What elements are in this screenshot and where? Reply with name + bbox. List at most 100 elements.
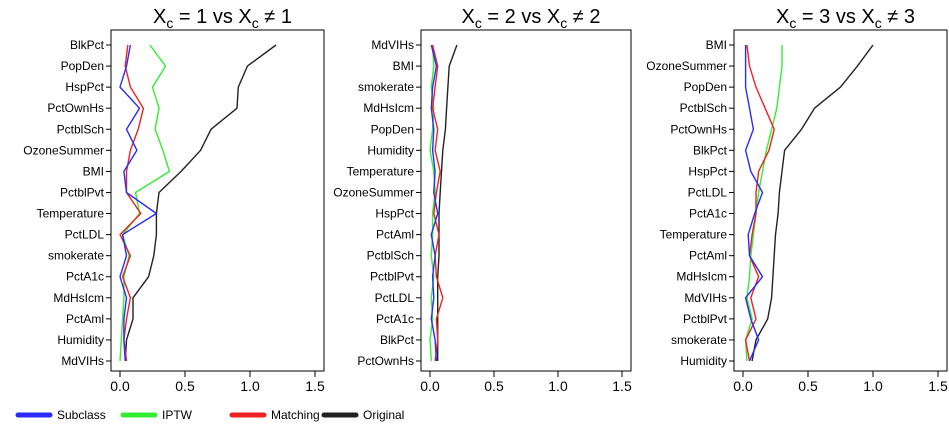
series-line-original — [437, 44, 458, 361]
y-tick-label-mdhsicm: MdHsIcm — [676, 270, 727, 284]
y-tick-label-pctblsch: PctblSch — [367, 249, 414, 263]
y-tick-label-hsppct: HspPct — [65, 80, 104, 94]
y-tick-label-mdvihs: MdVIHs — [371, 38, 414, 52]
title-subscript: c — [875, 15, 882, 31]
y-tick-label-smokerate: smokerate — [48, 249, 104, 263]
y-tick-label-mdvihs: MdVIHs — [684, 291, 727, 305]
y-tick-label-popden: PopDen — [61, 59, 104, 73]
y-tick-label-pctldl: PctLDL — [65, 228, 105, 242]
x-tick-label: 0.5 — [798, 378, 818, 394]
legend-item-matching: Matching — [229, 408, 320, 422]
y-tick-label-pctaml: PctAml — [66, 312, 104, 326]
title-subscript: c — [166, 15, 173, 31]
y-tick-label-blkpct: BlkPct — [693, 143, 728, 157]
legend-item-subclass: Subclass — [15, 408, 106, 422]
legend: Subclass IPTW Matching Original — [15, 408, 404, 422]
panel-2: Xc = 2 vs Xc ≠ 2 MdVIHs BMI smokerate MdHsIc… — [333, 6, 632, 394]
y-tick-label-pctblpvt: PctblPvt — [683, 312, 728, 326]
y-tick-label-humidity: Humidity — [57, 333, 104, 347]
x-tick-label: 1.5 — [305, 378, 325, 394]
legend-label-matching: Matching — [271, 408, 320, 422]
y-tick-label-pcta1c: PctA1c — [66, 270, 104, 284]
y-tick-label-pcta1c: PctA1c — [689, 207, 727, 221]
title-part: X — [776, 6, 789, 28]
title-part: X — [153, 6, 166, 28]
title-subscript: c — [560, 15, 567, 31]
y-tick-label-temperature: Temperature — [347, 164, 415, 178]
y-tick-label-humidity: Humidity — [367, 143, 414, 157]
y-tick-label-mdhsicm: MdHsIcm — [53, 291, 104, 305]
legend-item-original: Original — [321, 408, 404, 422]
x-tick-label: 0.0 — [110, 378, 130, 394]
y-tick-label-ozonesummer: OzoneSummer — [646, 59, 727, 73]
title-subscript: c — [789, 15, 796, 31]
series-line-subclass — [430, 44, 439, 362]
title-part: ≠ 1 — [259, 6, 292, 28]
legend-item-iptw: IPTW — [120, 408, 193, 422]
y-tick-label-pctaml: PctAml — [376, 228, 414, 242]
y-tick-label-popden: PopDen — [684, 80, 727, 94]
plot-frame — [733, 29, 948, 372]
y-tick-label-pctownhs: PctOwnHs — [47, 101, 104, 115]
y-tick-label-temperature: Temperature — [37, 207, 105, 221]
x-tick-label: 1.0 — [240, 378, 260, 394]
x-tick-label: 0.5 — [175, 378, 195, 394]
y-tick-label-humidity: Humidity — [680, 354, 727, 368]
series-line-subclass — [119, 44, 158, 362]
y-tick-label-smokerate: smokerate — [358, 80, 414, 94]
y-tick-label-bmi: BMI — [393, 59, 414, 73]
title-part: X — [861, 6, 874, 28]
x-tick-label: 1.5 — [928, 378, 948, 394]
panel-1: Xc = 1 vs Xc ≠ 1 BlkPct PopDen HspPct PctOwn… — [23, 6, 325, 394]
y-tick-label-pctaml: PctAml — [689, 249, 727, 263]
panel-title: Xc = 1 vs Xc ≠ 1 — [153, 6, 292, 31]
series-line-matching — [119, 44, 145, 362]
y-tick-label-blkpct: BlkPct — [380, 333, 415, 347]
title-part: X — [238, 6, 251, 28]
y-tick-label-bmi: BMI — [706, 38, 727, 52]
panel-title: Xc = 2 vs Xc ≠ 2 — [462, 6, 601, 31]
title-part: = 1 vs — [173, 6, 238, 28]
y-tick-label-popden: PopDen — [371, 122, 414, 136]
series-line-iptw — [119, 44, 171, 362]
y-tick-label-pctblsch: PctblSch — [57, 122, 104, 136]
series-line-matching — [744, 44, 775, 362]
panels: Xc = 1 vs Xc ≠ 1 BlkPct PopDen HspPct PctOwn… — [23, 6, 948, 394]
y-tick-label-ozonesummer: OzoneSummer — [333, 185, 414, 199]
title-part: = 3 vs — [796, 6, 861, 28]
series-line-subclass — [744, 45, 764, 362]
y-tick-label-hsppct: HspPct — [375, 207, 414, 221]
legend-label-original: Original — [363, 408, 404, 422]
y-tick-label-temperature: Temperature — [660, 228, 728, 242]
y-tick-label-pctldl: PctLDL — [688, 185, 728, 199]
y-tick-label-blkpct: BlkPct — [70, 38, 105, 52]
y-tick-label-mdvihs: MdVIHs — [61, 354, 104, 368]
title-subscript: c — [252, 15, 259, 31]
y-tick-label-pctldl: PctLDL — [375, 291, 415, 305]
x-tick-label: 0.0 — [420, 378, 440, 394]
x-tick-label: 0.5 — [484, 378, 504, 394]
y-tick-label-pctblsch: PctblSch — [680, 101, 727, 115]
plot-frame — [420, 29, 632, 372]
title-part: ≠ 3 — [882, 6, 915, 28]
panel-3: Xc = 3 vs Xc ≠ 3 BMI OzoneSummer PopDen Pctb… — [646, 6, 948, 394]
series-line-original — [751, 44, 874, 362]
title-subscript: c — [475, 15, 482, 31]
y-tick-label-hsppct: HspPct — [688, 164, 727, 178]
y-tick-label-mdhsicm: MdHsIcm — [363, 101, 414, 115]
y-tick-label-pctownhs: PctOwnHs — [670, 122, 727, 136]
legend-label-iptw: IPTW — [162, 408, 193, 422]
x-tick-label: 0.0 — [733, 378, 753, 394]
plot-frame — [110, 29, 325, 372]
y-tick-label-smokerate: smokerate — [671, 333, 727, 347]
series-line-original — [124, 44, 277, 362]
legend-label-subclass: Subclass — [57, 408, 106, 422]
x-tick-label: 1.0 — [548, 378, 568, 394]
x-tick-label: 1.0 — [863, 378, 883, 394]
y-tick-label-bmi: BMI — [83, 164, 104, 178]
title-part: X — [462, 6, 475, 28]
x-tick-label: 1.5 — [612, 378, 632, 394]
title-part: = 2 vs — [482, 6, 547, 28]
title-part: ≠ 2 — [567, 6, 600, 28]
